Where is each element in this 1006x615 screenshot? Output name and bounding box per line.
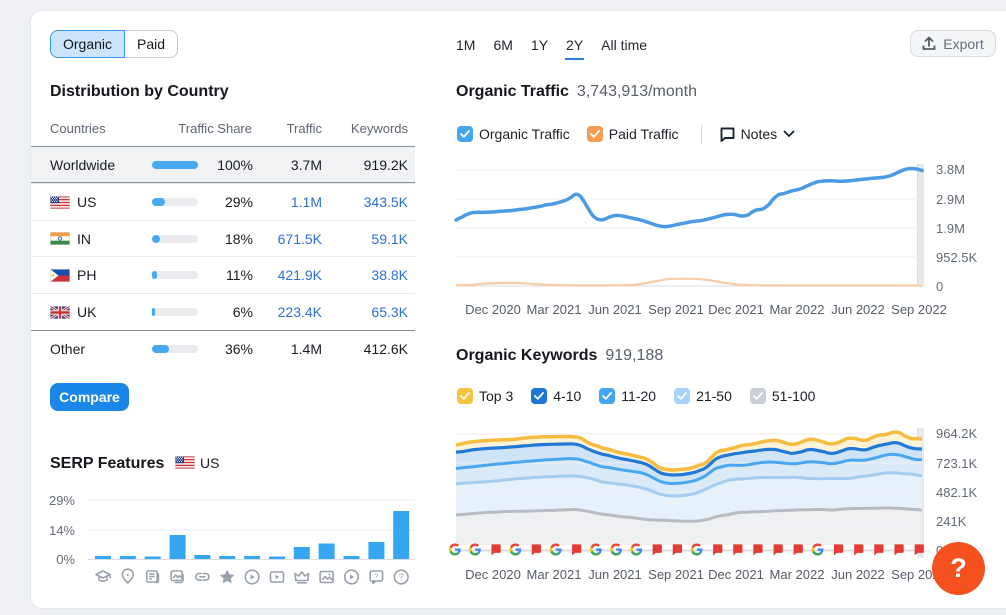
- svg-text:?: ?: [374, 571, 378, 580]
- svg-text:?: ?: [399, 572, 404, 582]
